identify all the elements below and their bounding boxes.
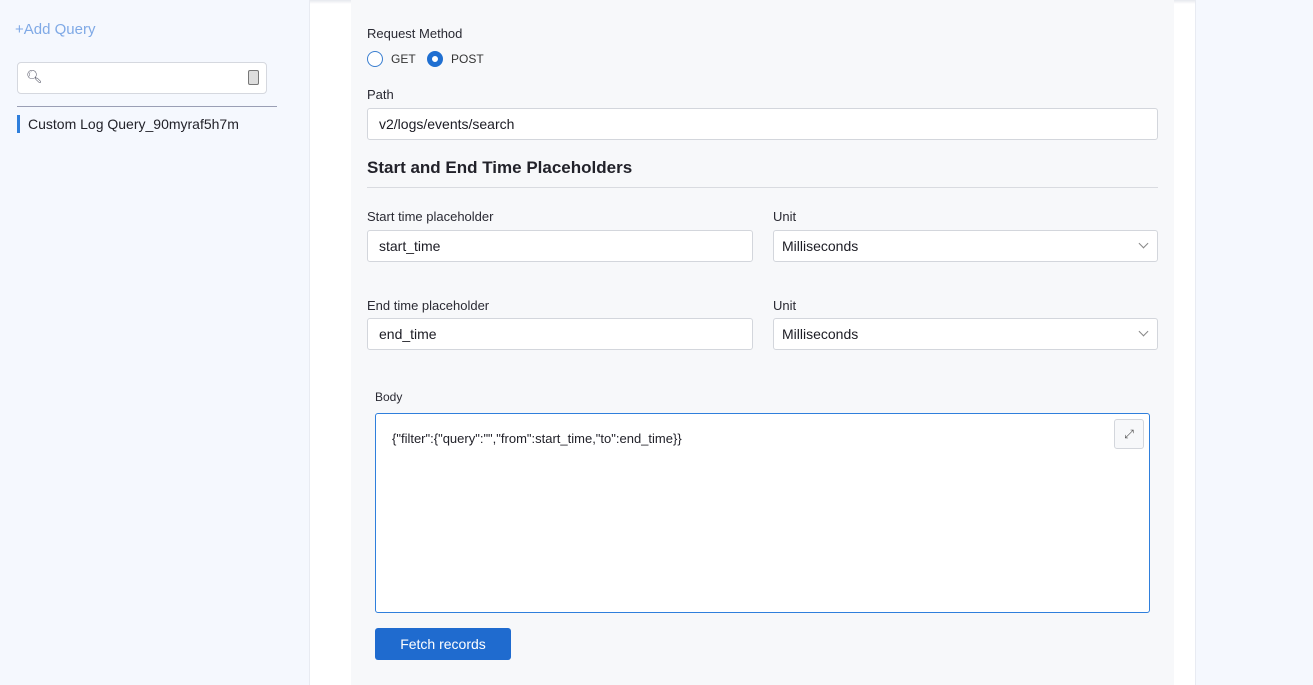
divider [17,106,277,107]
path-input[interactable]: v2/logs/events/search [367,108,1158,140]
document-icon[interactable] [248,70,259,85]
search-icon: 🔍︎ [26,69,43,84]
start-unit-label: Unit [773,209,797,224]
radio-circle[interactable] [367,51,383,67]
select-value: Milliseconds [782,238,859,254]
radio-label: POST [451,52,484,66]
section-title: Start and End Time Placeholders [367,158,633,177]
radio-post[interactable]: POST [427,51,484,67]
end-time-input[interactable]: end_time [367,318,753,350]
start-time-input[interactable]: start_time [367,230,753,262]
search-input[interactable]: 🔍︎ [17,62,267,94]
sidebar: +Add Query 🔍︎ Custom Log Query_90myraf5h… [0,0,310,685]
add-query-button[interactable]: +Add Query [15,21,96,38]
body-textarea[interactable]: {"filter":{"query":"","from":start_time,… [375,413,1150,613]
query-form: Request Method GET POST Path v2/logs/eve… [351,0,1174,685]
radio-circle[interactable] [427,51,443,67]
right-panel [1195,0,1313,685]
start-unit-select[interactable]: Milliseconds [773,230,1158,262]
radio-label: GET [391,52,416,66]
divider [367,187,1158,188]
body-text: {"filter":{"query":"","from":start_time,… [392,431,682,446]
end-unit-select[interactable]: Milliseconds [773,318,1158,350]
select-value: Milliseconds [782,326,859,342]
chevron-down-icon [1138,326,1149,337]
query-list-item[interactable]: Custom Log Query_90myraf5h7m [17,115,239,133]
request-method-label: Request Method [367,26,463,41]
end-time-label: End time placeholder [367,298,490,313]
start-time-label: Start time placeholder [367,209,494,224]
expand-icon[interactable]: ⤢ [1114,419,1144,449]
fetch-records-button[interactable]: Fetch records [375,628,511,660]
body-label: Body [375,390,403,404]
path-label: Path [367,87,394,102]
end-unit-label: Unit [773,298,797,313]
radio-get[interactable]: GET [367,51,416,67]
chevron-down-icon [1138,238,1149,249]
